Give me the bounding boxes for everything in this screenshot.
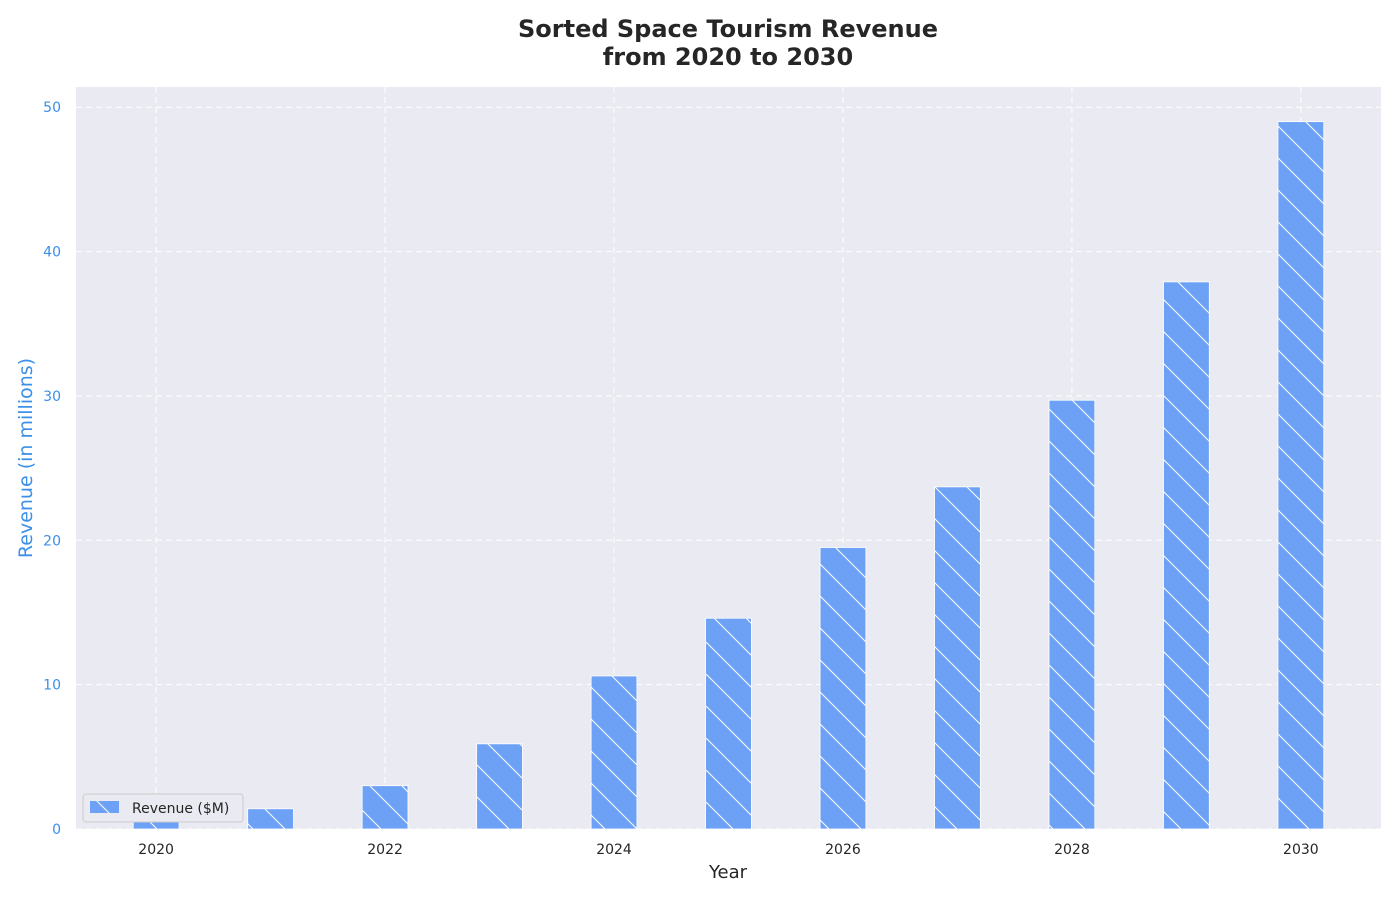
y-tick-label: 50 [43, 100, 61, 116]
bar-hatch-2020 [133, 821, 180, 829]
x-axis-label: Year [708, 862, 748, 883]
legend-box [82, 793, 244, 823]
x-tick-label: 2028 [1054, 842, 1090, 858]
bars-group [132, 121, 1325, 830]
y-tick-label: 20 [43, 533, 61, 549]
y-axis-label: Revenue (in millions) [15, 358, 37, 558]
bar-hatch-2029 [1163, 281, 1210, 829]
bar-hatch-2027 [934, 486, 981, 829]
chart-title-line-1: Sorted Space Tourism Revenue [518, 15, 938, 43]
bar-hatch-2024 [591, 675, 637, 829]
y-tick-label: 0 [52, 822, 61, 838]
x-tick-label: 2022 [367, 842, 403, 858]
legend: Revenue ($M) [82, 793, 244, 823]
legend-swatch-hatch [90, 801, 119, 813]
bar-hatch-2023 [476, 743, 523, 829]
y-axis-ticks: 0 10 20 30 40 50 [43, 100, 61, 838]
y-tick-label: 30 [43, 389, 61, 405]
bar-hatch-2022 [362, 785, 408, 829]
bar-hatch-2026 [820, 547, 866, 829]
y-tick-label: 10 [43, 678, 61, 694]
legend-label: Revenue ($M) [132, 801, 229, 817]
x-tick-label: 2030 [1283, 842, 1319, 858]
bar-hatch-2028 [1049, 400, 1095, 829]
y-tick-label: 40 [43, 245, 61, 261]
x-tick-label: 2026 [825, 842, 861, 858]
bar-hatch-2021 [247, 808, 294, 829]
x-axis-ticks: 2020 2022 2024 2026 2028 2030 [138, 842, 1318, 858]
bar-hatch-2030 [1277, 121, 1324, 829]
x-tick-label: 2024 [596, 842, 632, 858]
chart-title-line-2: from 2020 to 2030 [603, 43, 853, 71]
x-tick-label: 2020 [138, 842, 174, 858]
bar-hatch-2025 [705, 618, 752, 829]
